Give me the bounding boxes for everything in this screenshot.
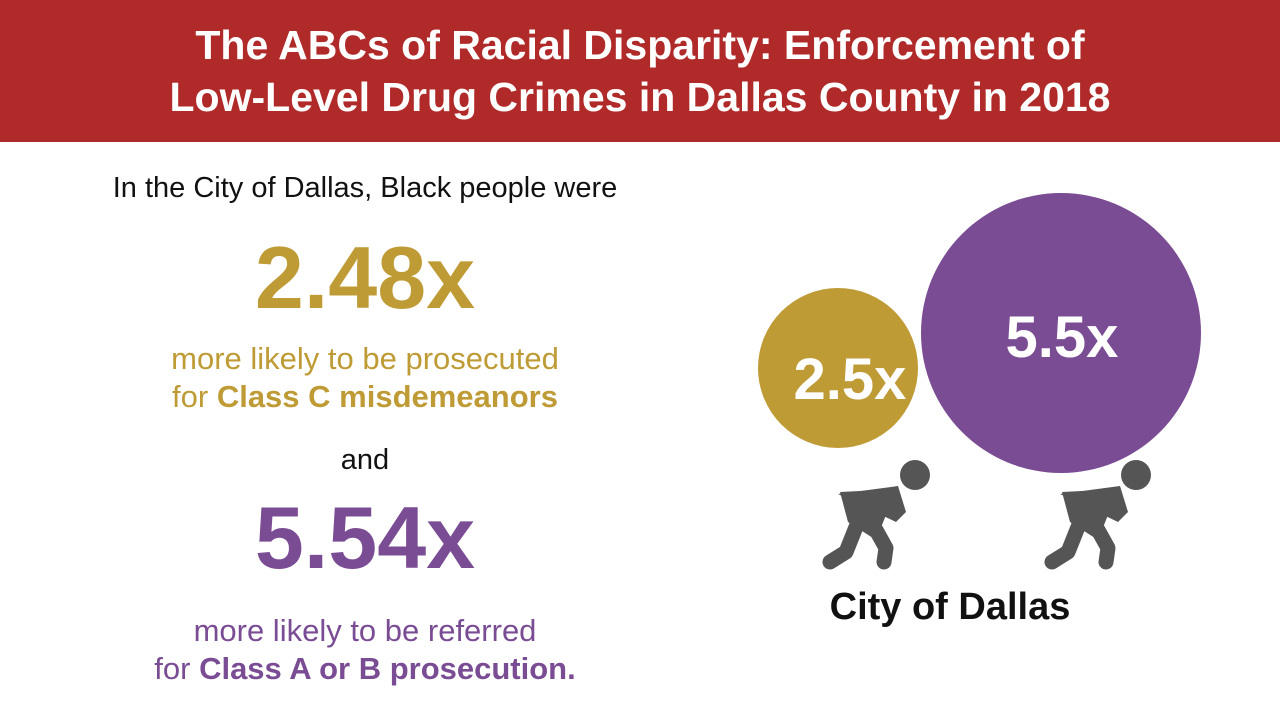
class-ab-desc-line-2: for Class A or B prosecution.	[0, 650, 730, 688]
graphic-caption: City of Dallas	[829, 586, 1071, 628]
class-ab-desc-prefix: for	[154, 651, 200, 686]
person-pushing-icon	[1044, 460, 1151, 570]
small-ball	[758, 288, 918, 448]
class-ab-desc-line-1: more likely to be referred	[193, 613, 537, 648]
connector-text: and	[340, 444, 390, 476]
person-pushing-icon	[822, 460, 930, 570]
large-ball	[921, 193, 1201, 473]
large-ball-label: 5.5x	[1005, 305, 1119, 370]
class-c-description: more likely to be prosecuted for Class C…	[0, 340, 730, 416]
class-c-desc-prefix: for	[172, 379, 217, 414]
class-c-desc-line-2: for Class C misdemeanors	[0, 378, 730, 416]
class-ab-multiplier: 5.54x	[254, 488, 476, 587]
title-line-2: Low-Level Drug Crimes in Dallas County i…	[169, 74, 1111, 120]
class-ab-description: more likely to be referred for Class A o…	[0, 612, 730, 688]
stats-panel: In the City of Dallas, Black people were…	[0, 142, 730, 720]
title-line-1: The ABCs of Racial Disparity: Enforcemen…	[195, 22, 1085, 68]
burden-illustration	[758, 193, 1201, 570]
class-c-multiplier: 2.48x	[254, 228, 476, 327]
burden-graphic: 2.5x 5.5x City of Dallas	[730, 142, 1280, 720]
class-c-desc-bold: Class C misdemeanors	[216, 379, 558, 414]
intro-text: In the City of Dallas, Black people were	[112, 172, 618, 204]
class-ab-desc-bold: Class A or B prosecution.	[199, 651, 576, 686]
title-banner: The ABCs of Racial Disparity: Enforcemen…	[0, 0, 1280, 142]
small-ball-label: 2.5x	[793, 347, 907, 412]
class-c-desc-line-1: more likely to be prosecuted	[171, 341, 559, 376]
